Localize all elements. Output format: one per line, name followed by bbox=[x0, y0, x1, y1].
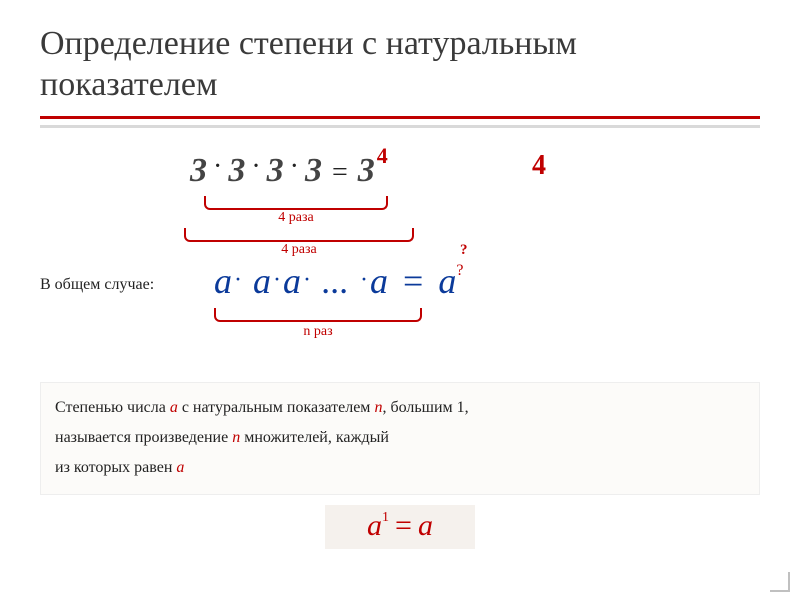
def-var-a: a bbox=[170, 399, 178, 416]
dot-op: · bbox=[284, 151, 305, 182]
ellipsis: ... bbox=[322, 261, 349, 301]
var-a: a bbox=[438, 261, 456, 301]
var-a: a bbox=[253, 261, 271, 301]
var-a: a bbox=[367, 509, 382, 542]
dot-op: · bbox=[358, 267, 370, 293]
dot-op: · bbox=[301, 267, 313, 293]
definition-line-3: из которых равен a bbox=[55, 453, 745, 483]
brace-inner-label: 4 раза bbox=[204, 210, 388, 226]
exponent-big: 4 bbox=[532, 150, 546, 182]
def-text: Степенью числа bbox=[55, 399, 170, 416]
def-text: множителей, каждый bbox=[240, 429, 389, 446]
resize-handle-icon bbox=[770, 572, 790, 592]
general-case: В общем случае: a· a·a· ... ·a = a? n ра… bbox=[0, 272, 800, 372]
equals: = bbox=[389, 509, 418, 542]
var-a: a bbox=[418, 509, 433, 542]
brace-outer bbox=[184, 228, 414, 242]
general-case-label: В общем случае: bbox=[40, 276, 154, 294]
dot-op: · bbox=[271, 267, 283, 293]
numeric-expression: 3·3·3·3=34 bbox=[190, 152, 388, 190]
exponent-1: 1 bbox=[382, 510, 389, 525]
base-3: 3 bbox=[305, 152, 322, 189]
numeric-example: 3·3·3·3=34 4 раза 4 раза ? 4 bbox=[0, 152, 800, 272]
dot-op: · bbox=[207, 151, 228, 182]
base-3: 3 bbox=[228, 152, 245, 189]
brace-general-label: n раз bbox=[214, 324, 422, 340]
exponent-small: 4 bbox=[375, 143, 388, 168]
base-3: 3 bbox=[358, 152, 375, 189]
var-a: a bbox=[214, 261, 232, 301]
exponent-q: ? bbox=[456, 262, 463, 279]
brace-inner bbox=[204, 196, 388, 210]
def-var-a: a bbox=[176, 459, 184, 476]
def-text: называется произведение bbox=[55, 429, 232, 446]
definition-line-1: Степенью числа a с натуральным показател… bbox=[55, 393, 745, 423]
base-3: 3 bbox=[190, 152, 207, 189]
equals: = bbox=[397, 261, 429, 301]
def-text: с натуральным показателем bbox=[178, 399, 375, 416]
def-text: из которых равен bbox=[55, 459, 176, 476]
general-expression: a· a·a· ... ·a = a? bbox=[214, 260, 463, 302]
definition-box: Степенью числа a с натуральным показател… bbox=[40, 382, 760, 495]
title-rule-shadow bbox=[40, 125, 760, 128]
brace-general bbox=[214, 308, 422, 322]
question-mark: ? bbox=[460, 242, 468, 259]
def-var-n: n bbox=[232, 429, 240, 446]
brace-outer-label: 4 раза bbox=[184, 242, 414, 258]
title-rule bbox=[40, 116, 760, 119]
base-3: 3 bbox=[267, 152, 284, 189]
dot-op: · bbox=[232, 267, 244, 293]
identity-box: a1=a bbox=[325, 505, 475, 549]
definition-line-2: называется произведение n множителей, ка… bbox=[55, 423, 745, 453]
var-a: a bbox=[370, 261, 388, 301]
var-a: a bbox=[283, 261, 301, 301]
slide-title: Определение степени с натуральным показа… bbox=[40, 24, 760, 106]
equals: = bbox=[322, 157, 358, 188]
dot-op: · bbox=[245, 151, 266, 182]
def-text: , большим 1, bbox=[382, 399, 468, 416]
